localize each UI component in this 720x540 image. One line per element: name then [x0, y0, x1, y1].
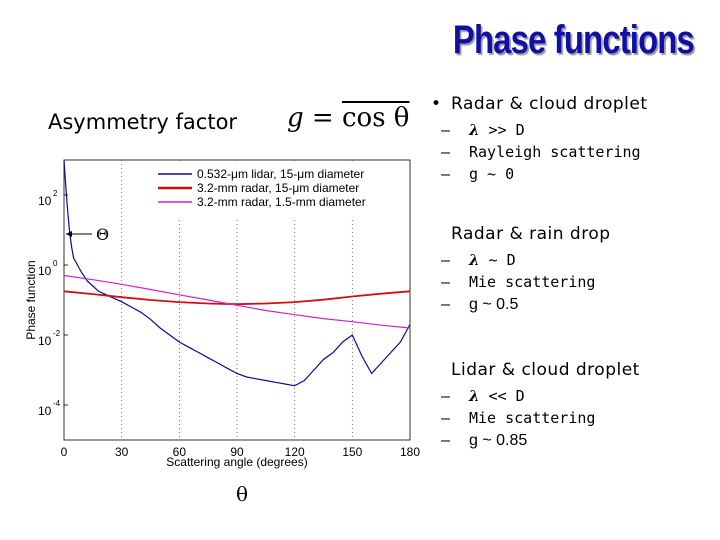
x-axis-label: Scattering angle (degrees)	[166, 455, 307, 469]
lambda-symbol: λ	[469, 387, 480, 405]
subitem-text: Rayleigh scattering	[469, 143, 641, 161]
lambda-symbol: λ	[469, 251, 480, 269]
series-line-2	[63, 290, 411, 306]
bullet-heading-text: Radar & rain drop	[451, 224, 611, 244]
bullet-section: Lidar & cloud droplet – λ << D – Mie scatter…	[431, 360, 640, 452]
legend-label-1: 0.532-μm lidar, 15-μm diameter	[197, 167, 364, 181]
y-tick-exponent: 2	[53, 189, 58, 198]
annotation-label: Θ	[96, 225, 109, 244]
x-tick-label: 150	[342, 445, 362, 459]
y-tick-exponent: 0	[53, 259, 58, 268]
bullet-heading-text: Lidar & cloud droplet	[451, 360, 640, 380]
bullet-heading: Radar & rain drop	[431, 224, 611, 244]
dash: –	[441, 251, 451, 269]
subitem-text: g ~ 0.5	[469, 296, 519, 313]
subitem-text: Mie scattering	[469, 409, 596, 427]
x-tick-label: 90	[230, 445, 244, 459]
bullet-heading-text: Radar & cloud droplet	[451, 94, 648, 114]
bullet-subitem: – Rayleigh scattering	[431, 141, 648, 163]
dash: –	[441, 143, 451, 161]
legend-label-2: 3.2-mm radar, 15-μm diameter	[197, 181, 359, 195]
subitem-text: g ~ 0	[469, 165, 515, 183]
y-tick-label: 10	[38, 194, 52, 208]
dash: –	[441, 409, 451, 427]
bullet-subitem: – λ ~ D	[431, 249, 611, 271]
formula-eq: =	[303, 103, 342, 133]
dash: –	[441, 121, 451, 139]
dash: –	[441, 273, 451, 291]
bullet-section: • Radar & cloud droplet – λ >> D – Rayleigh s…	[431, 94, 648, 185]
formula-rhs: cos θ	[341, 103, 410, 133]
formula-lhs: g	[287, 103, 304, 133]
y-axis-label: Phase function	[24, 260, 38, 339]
bullet-subitem: – λ >> D	[431, 119, 648, 141]
bullet-subitem: – λ << D	[431, 385, 640, 407]
x-tick-label: 120	[285, 445, 305, 459]
bullet-dot: •	[431, 94, 442, 114]
x-tick-label: 60	[173, 445, 187, 459]
subitem-text: g ~ 0.85	[469, 432, 528, 449]
lambda-symbol: λ	[469, 121, 480, 139]
dash: –	[441, 295, 451, 313]
legend-box	[154, 162, 400, 218]
bullet-heading: Lidar & cloud droplet	[431, 360, 640, 380]
subitem-text: << D	[479, 387, 525, 405]
dash: –	[441, 431, 451, 449]
bullet-subitem: – Mie scattering	[431, 271, 611, 293]
annotation-arrowhead	[66, 231, 72, 237]
subitem-text: >> D	[479, 121, 525, 139]
y-tick-label: 10	[38, 334, 52, 348]
theta-label: θ	[236, 482, 249, 506]
x-tick-label: 0	[61, 445, 68, 459]
y-tick-exponent: -2	[53, 329, 61, 338]
bullet-subitem: – g ~ 0.85	[431, 429, 640, 452]
theta-annotation: Θ	[66, 225, 109, 244]
subitem-text: Mie scattering	[469, 273, 596, 291]
series-group	[63, 159, 411, 387]
y-tick-exponent: -4	[53, 399, 61, 408]
asymmetry-formula: g = cos θ	[287, 103, 409, 133]
bullet-section: Radar & rain drop – λ ~ D – Mie scattering – g…	[431, 224, 611, 316]
slide-title: Phase functions	[452, 18, 695, 62]
bullet-subitem: – g ~ 0	[431, 163, 648, 185]
series-line-3	[63, 274, 411, 329]
grid-lines	[121, 160, 353, 440]
y-tick-label: 10	[38, 404, 52, 418]
x-tick-label: 180	[400, 445, 420, 459]
bullet-heading: • Radar & cloud droplet	[431, 94, 648, 114]
x-tick-label: 30	[115, 445, 129, 459]
dash: –	[441, 165, 451, 183]
bullet-subitem: – Mie scattering	[431, 407, 640, 429]
bullet-subitem: – g ~ 0.5	[431, 293, 611, 316]
legend-label-3: 3.2-mm radar, 1.5-mm diameter	[197, 195, 366, 209]
dash: –	[441, 387, 451, 405]
y-tick-label: 10	[38, 264, 52, 278]
asymmetry-label: Asymmetry factor	[48, 110, 238, 134]
subitem-text: ~ D	[479, 251, 516, 269]
series-line-1	[63, 159, 411, 387]
